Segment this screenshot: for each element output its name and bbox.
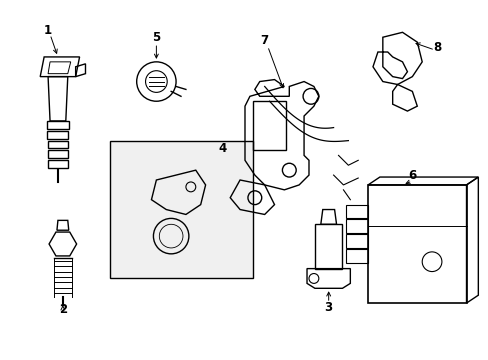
Bar bbox=[346, 234, 367, 248]
Text: 8: 8 bbox=[432, 41, 440, 54]
Bar bbox=[346, 204, 367, 219]
Text: 1: 1 bbox=[44, 24, 52, 37]
Bar bbox=[47, 121, 69, 129]
Bar bbox=[346, 249, 367, 263]
Text: 6: 6 bbox=[407, 168, 416, 181]
Text: 2: 2 bbox=[59, 303, 67, 316]
Bar bbox=[48, 141, 68, 148]
Text: 3: 3 bbox=[324, 301, 332, 315]
Bar bbox=[47, 131, 68, 139]
Text: 5: 5 bbox=[152, 31, 160, 44]
Bar bbox=[48, 160, 67, 168]
Text: 4: 4 bbox=[218, 142, 226, 155]
Bar bbox=[346, 219, 367, 233]
Bar bbox=[110, 141, 252, 278]
Bar bbox=[48, 150, 68, 158]
Bar bbox=[367, 185, 466, 303]
Text: 7: 7 bbox=[260, 34, 268, 47]
